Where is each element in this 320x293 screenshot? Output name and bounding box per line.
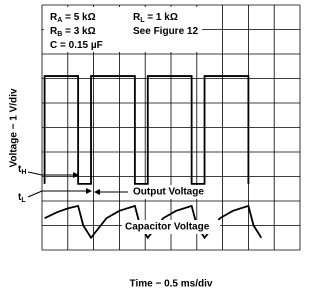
legend-label: Output Voltage [133, 187, 204, 198]
plot [43, 75, 263, 240]
symbol: R [50, 12, 58, 23]
x-axis-label: Time − 0.5 ms/div [130, 279, 213, 290]
legend-label: Capacitor Voltage [125, 222, 210, 233]
text: = 3 kΩ [62, 26, 95, 37]
symbol: t [18, 164, 22, 175]
symbol: R [50, 26, 58, 37]
symbol: t [18, 192, 22, 203]
condition-text: RB = 3 kΩ [50, 26, 96, 38]
waveform [44, 204, 263, 240]
subscript: A [57, 17, 62, 24]
subscript: H [21, 169, 26, 176]
text: = 0.15 µF [57, 40, 103, 51]
timing-label: tL [18, 192, 26, 204]
conditions-box [44, 7, 202, 52]
label-bg [130, 185, 214, 199]
th-lead [27, 171, 43, 176]
symbol: See Figure 12 [133, 26, 198, 37]
condition-text: RA = 5 kΩ [50, 12, 96, 24]
tl-lead [27, 190, 43, 198]
label-bg [122, 220, 220, 234]
subscript: L [140, 17, 145, 24]
waveform [43, 75, 250, 185]
chart: Voltage − 1 V/div Time − 0.5 ms/div RA =… [9, 4, 301, 290]
condition-text: See Figure 12 [133, 26, 198, 37]
subscript: L [21, 197, 26, 204]
text: = 5 kΩ [62, 12, 95, 23]
y-axis-label: Voltage − 1 V/div [9, 88, 20, 167]
text: = 1 kΩ [145, 12, 178, 23]
condition-text: C = 0.15 µF [50, 40, 103, 51]
symbol: R [133, 12, 141, 23]
condition-text: RL = 1 kΩ [133, 12, 178, 24]
timing-label: tH [18, 164, 26, 176]
symbol: C [50, 40, 57, 51]
subscript: B [57, 31, 62, 38]
